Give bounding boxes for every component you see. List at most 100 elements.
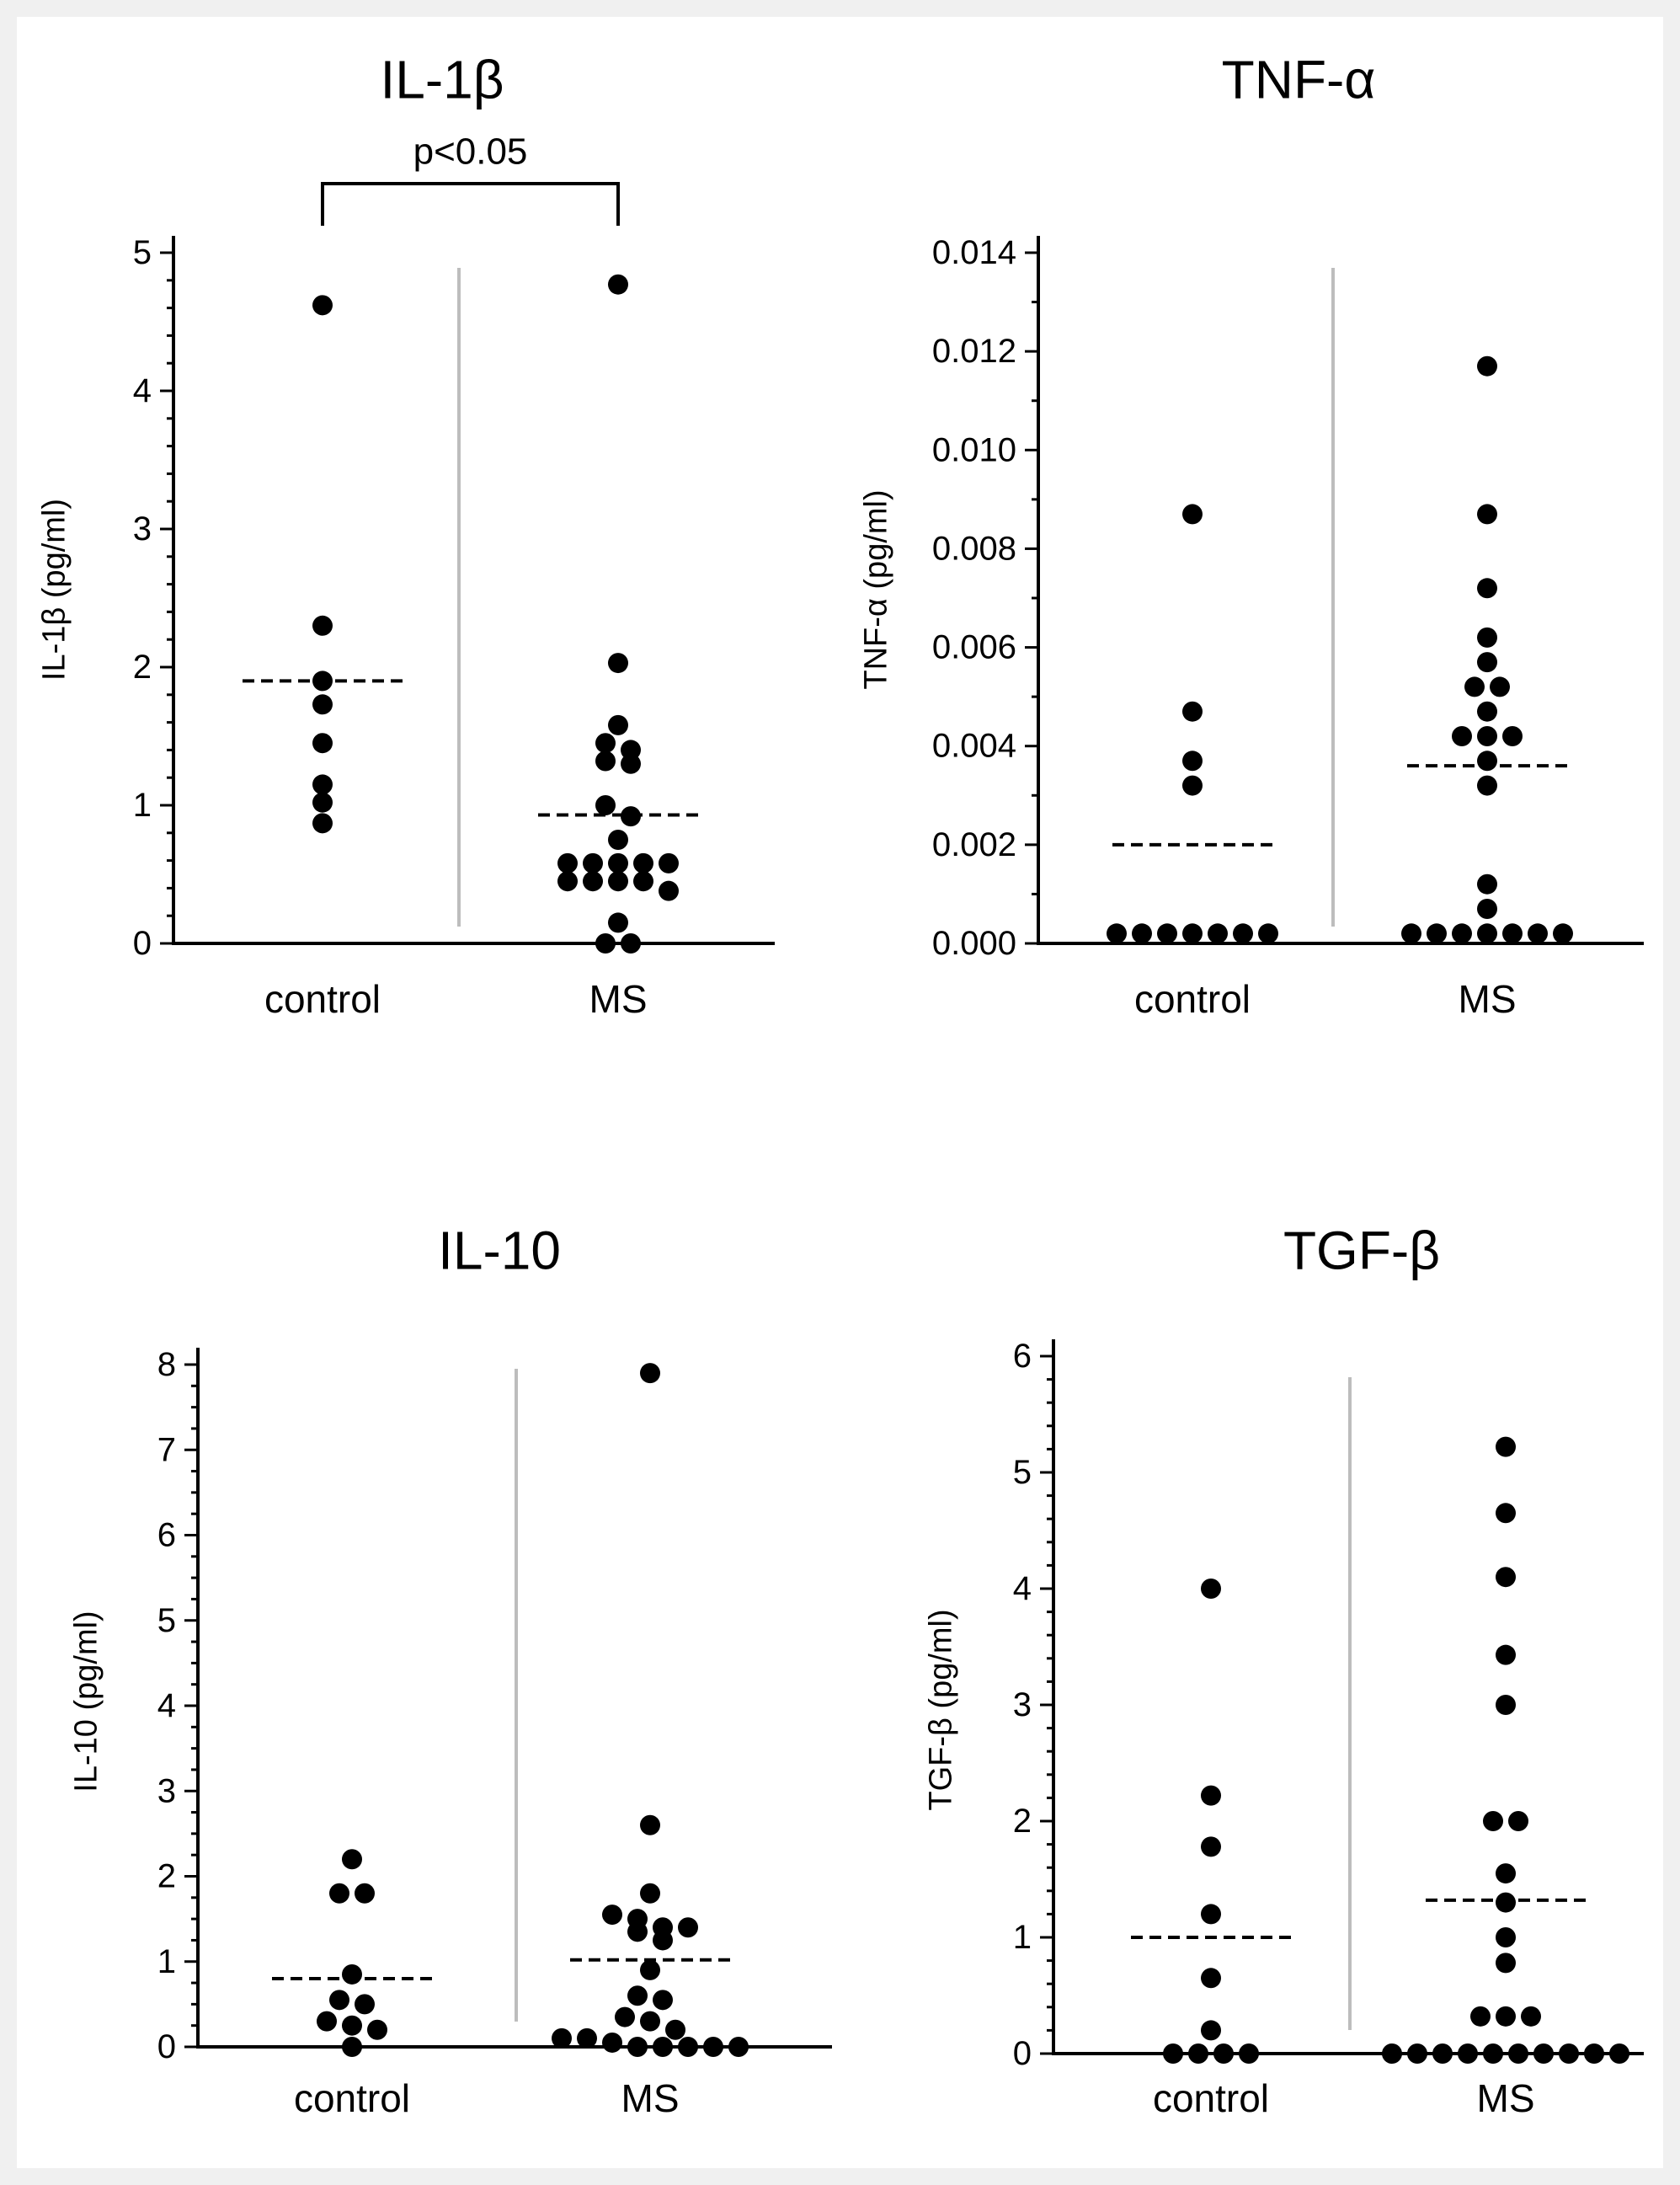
data-point-ms [1483, 2043, 1503, 2064]
data-point-control [342, 2015, 362, 2036]
data-point-ms [608, 653, 628, 674]
cytokine-charts: IL-1β IL-1β (pg/ml) 0 1 2 3 4 5 control MS p<0.05 T… [36, 49, 1644, 2120]
data-point-control [1233, 923, 1253, 944]
y-tick-label: 1 [1013, 1919, 1032, 1956]
chart-panel-il-1b: IL-1β IL-1β (pg/ml) 0 1 2 3 4 5 control MS p<0.05 [36, 49, 775, 1021]
data-point-ms [1496, 1503, 1516, 1524]
data-point-control [1208, 923, 1228, 944]
data-point-control [1182, 775, 1203, 796]
y-tick-label: 0 [133, 925, 152, 962]
data-point-ms [602, 2032, 622, 2053]
data-point-ms [659, 852, 679, 873]
data-point-ms [557, 871, 578, 892]
data-point-control [312, 733, 333, 754]
data-point-control [1201, 2020, 1221, 2041]
data-point-ms [1427, 923, 1447, 944]
data-point-ms [1496, 1953, 1516, 1974]
data-point-ms [552, 2027, 572, 2049]
data-point-ms [1470, 2006, 1491, 2027]
data-point-ms [703, 2037, 723, 2057]
chart-title: TGF-β [1283, 1220, 1440, 1280]
data-point-ms [1477, 701, 1497, 722]
data-point-ms [1477, 751, 1497, 772]
data-point-ms [1553, 923, 1573, 944]
data-point-control [342, 1849, 362, 1870]
y-tick-label: 5 [133, 234, 152, 271]
chart-panel-tgf-b: TGF-β TGF-β (pg/ml) 0 1 2 3 4 5 6 control MS [923, 1220, 1644, 2120]
data-point-control [312, 295, 333, 316]
data-point-ms [1477, 923, 1497, 944]
y-tick-label: 6 [1013, 1338, 1032, 1375]
data-point-control [312, 774, 333, 795]
data-point-control [312, 615, 333, 636]
data-point-ms [595, 933, 616, 954]
data-point-ms [595, 795, 616, 815]
significance-bracket [321, 182, 620, 226]
data-point-control [1258, 923, 1278, 944]
y-tick-label: 0 [157, 2028, 176, 2065]
data-point-ms [1496, 1927, 1516, 1947]
data-point-control [1182, 701, 1203, 722]
data-point-ms [1508, 1811, 1528, 1831]
y-tick-label: 6 [157, 1517, 176, 1554]
data-point-control [1201, 1904, 1221, 1925]
data-point-ms [583, 871, 603, 892]
data-point-ms [1401, 923, 1421, 944]
data-point-control [317, 2011, 337, 2032]
data-point-control [1239, 2043, 1259, 2064]
y-tick-label: 4 [157, 1687, 176, 1724]
data-point-ms [577, 2027, 597, 2049]
data-point-ms [583, 852, 603, 873]
y-tick-label: 2 [157, 1858, 176, 1895]
data-point-ms [1464, 676, 1485, 697]
data-point-ms [627, 2037, 648, 2057]
data-point-ms [665, 2019, 685, 2040]
data-point-control [1157, 923, 1177, 944]
data-point-control [1107, 923, 1127, 944]
data-point-ms [608, 912, 628, 933]
data-point-control [1201, 1579, 1221, 1599]
data-point-ms [633, 871, 653, 892]
data-point-ms [621, 740, 641, 761]
data-point-ms [621, 933, 641, 954]
data-point-ms [678, 1917, 698, 1938]
data-point-ms [595, 751, 616, 772]
data-point-ms [608, 871, 628, 892]
y-tick-label: 4 [133, 372, 152, 409]
y-tick-label: 4 [1013, 1570, 1032, 1607]
data-point-ms [1496, 1436, 1516, 1457]
y-tick-label: 3 [1013, 1686, 1032, 1723]
data-point-ms [595, 733, 616, 754]
data-point-ms [653, 1990, 673, 2011]
data-point-control [1182, 504, 1203, 525]
y-tick-label: 0.008 [932, 530, 1016, 567]
data-point-ms [1496, 1892, 1516, 1913]
data-point-ms [1432, 2043, 1453, 2064]
data-point-ms [1496, 1644, 1516, 1665]
significance-label: p<0.05 [413, 131, 528, 173]
figure: IL-1β IL-1β (pg/ml) 0 1 2 3 4 5 control MS p<0.05 T… [17, 17, 1663, 2168]
data-point-control [1188, 2043, 1208, 2064]
y-tick-label: 1 [133, 787, 152, 824]
data-point-ms [621, 753, 641, 774]
data-point-control [1182, 751, 1203, 772]
data-point-ms [1496, 1695, 1516, 1715]
data-point-control [312, 813, 333, 834]
data-point-control [342, 1963, 362, 1985]
data-point-ms [640, 1814, 660, 1835]
x-category-label: control [1153, 2076, 1269, 2120]
data-point-ms [1477, 899, 1497, 919]
data-point-ms [1477, 627, 1497, 648]
y-axis-label: TGF-β (pg/ml) [923, 1609, 958, 1810]
data-point-ms [653, 1930, 673, 1951]
y-tick-label: 0.000 [932, 925, 1016, 962]
data-point-ms [640, 1959, 660, 1980]
data-point-ms [1528, 923, 1548, 944]
data-point-ms [678, 2037, 698, 2057]
x-category-label: control [294, 2076, 410, 2120]
data-point-ms [640, 2011, 660, 2032]
chart-panel-il-10: IL-10 IL-10 (pg/ml) 0 1 2 3 4 5 6 7 8 control MS [68, 1220, 832, 2120]
data-point-ms [1477, 652, 1497, 673]
data-point-control [329, 1990, 349, 2011]
